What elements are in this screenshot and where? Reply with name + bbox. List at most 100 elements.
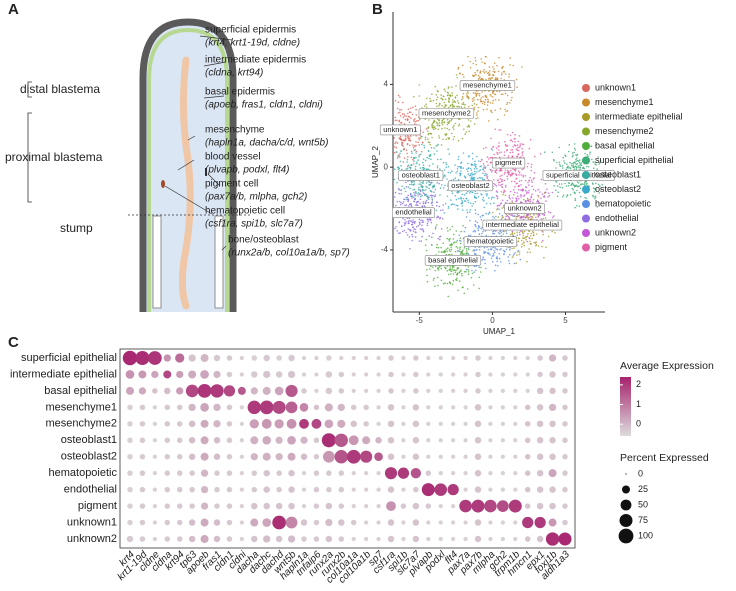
umap-cell — [509, 173, 512, 176]
legend-label: unknown1 — [595, 82, 636, 92]
umap-cell — [572, 162, 574, 164]
umap-cell — [441, 119, 444, 121]
dot — [364, 503, 369, 509]
dot — [426, 388, 431, 394]
umap-cell — [459, 248, 461, 250]
umap-cell — [531, 193, 533, 196]
umap-cell — [507, 256, 510, 258]
umap-cell — [502, 193, 504, 196]
umap-cell — [432, 194, 434, 197]
size-tick-label: 100 — [638, 530, 653, 540]
umap-cell — [442, 98, 444, 101]
umap-cell — [594, 161, 596, 163]
umap-cell — [440, 97, 442, 99]
umap-cell — [451, 94, 454, 97]
umap-cell — [422, 180, 425, 183]
umap-cell — [457, 289, 459, 292]
umap-cell — [474, 57, 477, 59]
umap-cell — [465, 93, 468, 95]
umap-cell — [476, 167, 478, 170]
color-tick-label: 0 — [636, 419, 641, 429]
umap-cell — [410, 192, 412, 195]
umap-cell — [457, 178, 460, 181]
dot — [138, 370, 147, 379]
dot — [401, 438, 406, 443]
umap-cell — [481, 177, 484, 179]
umap-cell — [465, 216, 468, 218]
dot — [188, 354, 196, 362]
cluster-label-text: mesenchyme1 — [463, 80, 512, 89]
umap-cell — [480, 218, 483, 221]
umap-cell — [475, 226, 477, 228]
dot — [301, 487, 307, 492]
umap-cell — [410, 193, 412, 196]
umap-cell — [413, 120, 415, 122]
umap-cell — [424, 202, 427, 204]
umap-cell — [411, 223, 413, 226]
umap-cell — [503, 151, 506, 153]
umap-cell — [430, 181, 433, 184]
umap-cell — [530, 179, 533, 182]
umap-cell — [436, 243, 438, 246]
umap-cell — [427, 198, 430, 201]
umap-cell — [523, 237, 525, 240]
umap-cell — [475, 196, 477, 199]
umap-cell — [459, 165, 461, 168]
umap-cell — [458, 118, 460, 120]
umap-cell — [573, 191, 576, 193]
umap-cell — [490, 198, 493, 200]
dot — [425, 503, 432, 509]
umap-cell — [427, 197, 429, 199]
umap-cell — [508, 262, 511, 265]
umap-cell — [445, 166, 448, 169]
umap-cell — [499, 249, 501, 251]
umap-cell — [474, 72, 476, 74]
legend-swatch — [582, 98, 590, 107]
umap-cell — [433, 186, 435, 188]
umap-cell — [416, 120, 418, 122]
dot — [513, 487, 518, 492]
umap-cell — [499, 203, 502, 205]
umap-cell — [445, 134, 447, 137]
umap-cell — [482, 163, 485, 165]
umap-cell — [526, 192, 528, 195]
umap-cell — [408, 166, 411, 169]
umap-cell — [409, 111, 412, 114]
legend-label: mesenchyme1 — [595, 97, 654, 107]
umap-cell — [523, 244, 525, 247]
umap-cell — [506, 144, 509, 147]
umap-cell — [493, 179, 495, 181]
dot — [139, 486, 146, 493]
umap-cell — [465, 247, 468, 250]
dot — [239, 471, 244, 476]
umap-cell — [499, 168, 502, 171]
umap-cell — [436, 181, 439, 184]
umap-cell — [397, 155, 399, 157]
umap-cell — [506, 103, 508, 105]
umap-cell — [495, 190, 498, 192]
umap-cell — [425, 249, 428, 252]
umap-cell — [484, 101, 486, 103]
dot — [313, 486, 320, 493]
umap-cell — [499, 257, 501, 260]
legend-label: intermediate epithelial — [595, 111, 683, 121]
umap-cell — [509, 190, 512, 193]
umap-cell — [407, 137, 410, 140]
umap-cell — [592, 167, 595, 169]
dot — [451, 438, 456, 443]
dot — [272, 515, 287, 530]
umap-cell — [528, 216, 530, 219]
dot — [463, 520, 468, 525]
umap-cell — [501, 183, 504, 186]
umap-cell — [465, 268, 468, 271]
umap-cell — [450, 132, 453, 135]
umap-cell — [445, 138, 448, 141]
umap-cell — [567, 165, 569, 167]
dot — [463, 421, 468, 426]
umap-cell — [411, 235, 414, 238]
cluster-label-text: endothelial — [395, 208, 432, 217]
umap-cell — [427, 150, 430, 152]
umap-cell — [439, 168, 441, 170]
row-label: basal epithelial — [44, 385, 117, 397]
dot — [412, 535, 420, 543]
